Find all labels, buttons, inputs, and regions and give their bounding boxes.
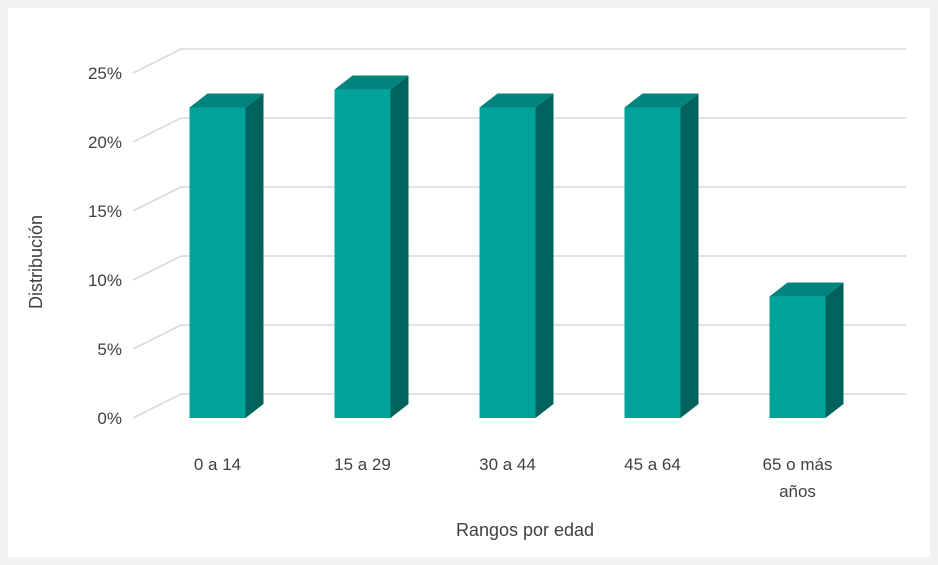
bar [334,75,409,418]
x-tick-label: 45 a 64 [624,455,681,474]
bar-front [334,89,391,418]
y-tick-label: 15% [88,202,122,221]
x-axis-title: Rangos por edad [456,520,594,540]
bar-chart: 0% 5% 10% 15% 20% 25% 0 a 14 15 a 29 30 a 44 45 … [26,48,906,540]
chart-area: 0% 5% 10% 15% 20% 25% 0 a 14 15 a 29 30 a 44 45 … [8,8,930,557]
bar [769,282,844,418]
bar-side [680,93,699,418]
bar-front [769,296,826,418]
bar-side [245,93,264,418]
bar [189,93,264,418]
x-tick-label: 30 a 44 [479,455,536,474]
y-tick-label: 5% [97,340,122,359]
bar-side [535,93,554,418]
bar [479,93,554,418]
bar-side [825,282,844,418]
y-tick-label: 0% [97,409,122,428]
bar-front [624,107,681,418]
bar [624,93,699,418]
bar-top [479,93,554,108]
y-axis-ticks: 0% 5% 10% 15% 20% 25% [88,64,122,428]
x-tick-label: 0 a 14 [194,455,241,474]
bar-front [479,107,536,418]
y-tick-label: 20% [88,133,122,152]
bar-front [189,107,246,418]
bar-side [390,75,409,418]
bar-top [334,75,409,90]
y-tick-label: 25% [88,64,122,83]
gridline [132,48,906,74]
bar-top [189,93,264,108]
x-axis-ticks: 0 a 14 15 a 29 30 a 44 45 a 64 65 o más años [194,455,833,501]
y-tick-label: 10% [88,271,122,290]
x-tick-label: 65 o más años [763,455,833,501]
x-tick-label: 15 a 29 [334,455,391,474]
bars [189,75,844,418]
bar-top [769,282,844,297]
bar-top [624,93,699,108]
y-axis-title: Distribución [26,215,46,309]
